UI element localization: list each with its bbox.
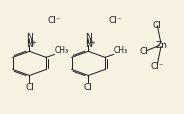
Text: Cl: Cl bbox=[84, 83, 93, 92]
Text: N: N bbox=[26, 40, 33, 49]
Text: Cl⁻: Cl⁻ bbox=[108, 16, 122, 25]
Text: Cl: Cl bbox=[139, 47, 148, 56]
Text: N: N bbox=[85, 33, 92, 42]
Text: Cl⁻: Cl⁻ bbox=[151, 62, 164, 71]
Text: Cl: Cl bbox=[25, 83, 34, 92]
Text: Zn: Zn bbox=[156, 41, 168, 50]
Text: N: N bbox=[85, 40, 92, 49]
Text: CH₃: CH₃ bbox=[55, 46, 69, 55]
Text: +: + bbox=[89, 39, 95, 45]
Text: Cl⁻: Cl⁻ bbox=[47, 16, 61, 25]
Text: +: + bbox=[31, 39, 36, 45]
Text: CH₃: CH₃ bbox=[114, 46, 128, 55]
Text: Cl: Cl bbox=[153, 21, 162, 30]
Text: N: N bbox=[26, 33, 33, 42]
